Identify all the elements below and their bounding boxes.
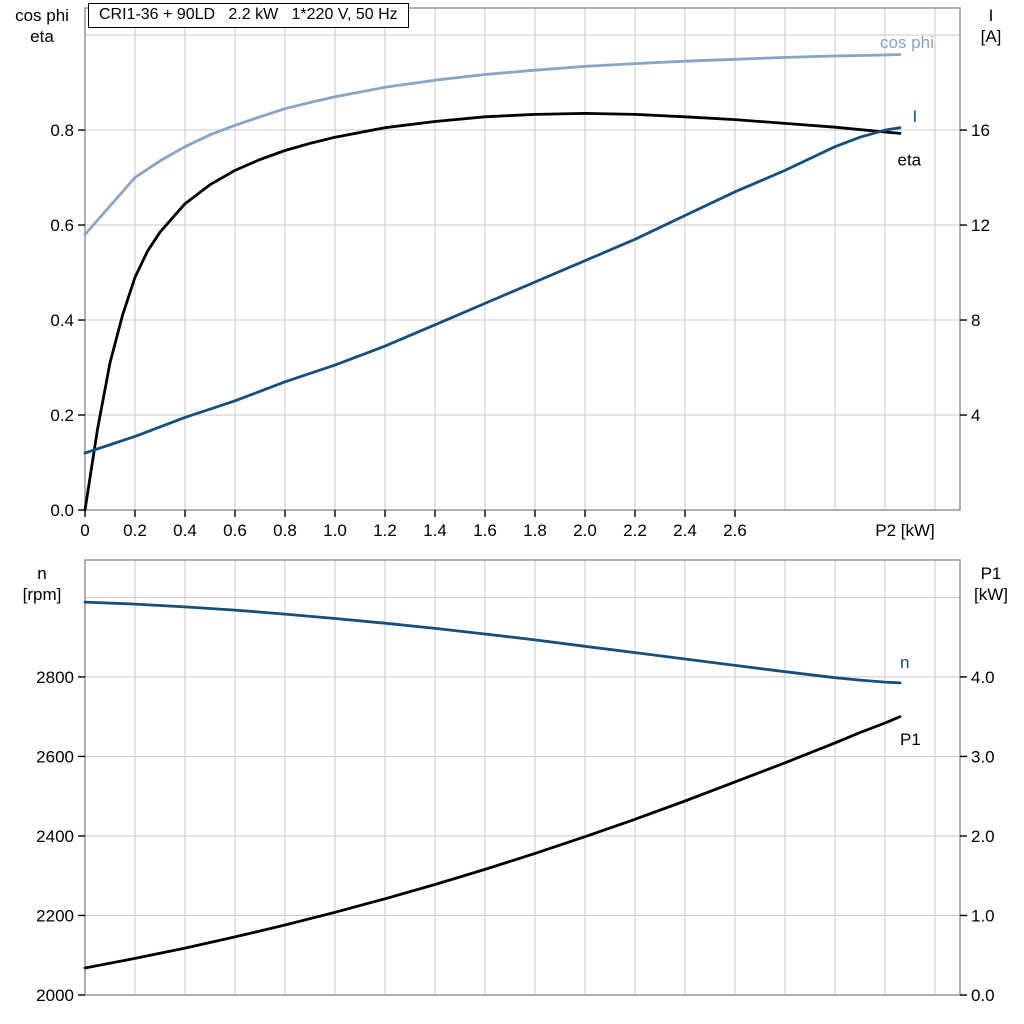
curve-label-I: I — [913, 107, 918, 126]
plot-frame — [84, 7, 961, 511]
left-tick-label: 0.2 — [50, 406, 74, 425]
right-tick-label: 2.0 — [971, 827, 995, 846]
x-tick-label: 1.4 — [423, 521, 447, 540]
left-tick-label: 2600 — [36, 747, 74, 766]
x-tick-label: 0 — [80, 521, 89, 540]
left-tick-label: 2200 — [36, 906, 74, 925]
left-tick-label: 0.6 — [50, 216, 74, 235]
curve-label-cos-phi: cos phi — [880, 33, 934, 52]
x-axis-unit-label: P2 [kW] — [875, 521, 935, 540]
curve-cos-phi — [83, 53, 902, 236]
left-tick-label: 2800 — [36, 668, 74, 687]
right-tick-label: 4 — [971, 406, 980, 425]
left-tick-label: 2400 — [36, 827, 74, 846]
curve-n — [83, 600, 902, 685]
x-tick-label: 0.8 — [273, 521, 297, 540]
x-tick-label: 2.4 — [673, 521, 697, 540]
left-tick-label: 2000 — [36, 986, 74, 1005]
plot-frame — [84, 559, 961, 996]
left-tick-label: 0.4 — [50, 311, 74, 330]
curve-label-P1: P1 — [900, 730, 921, 749]
right-tick-label: 4.0 — [971, 668, 995, 687]
right-tick-label: 12 — [971, 216, 990, 235]
right-tick-label: 16 — [971, 121, 990, 140]
x-tick-label: 0.2 — [123, 521, 147, 540]
x-tick-label: 1.8 — [523, 521, 547, 540]
x-tick-label: 1.2 — [373, 521, 397, 540]
right-tick-label: 3.0 — [971, 747, 995, 766]
right-tick-label: 0.0 — [971, 986, 995, 1005]
x-tick-label: 2.6 — [723, 521, 747, 540]
right-tick-label: 1.0 — [971, 906, 995, 925]
curve-I — [83, 126, 902, 455]
x-tick-label: 2.0 — [573, 521, 597, 540]
curve-label-n: n — [900, 653, 909, 672]
curve-P1 — [83, 715, 902, 970]
x-tick-label: 1.6 — [473, 521, 497, 540]
curve-eta — [83, 112, 902, 512]
x-tick-label: 1.0 — [323, 521, 347, 540]
right-tick-label: 8 — [971, 311, 980, 330]
left-tick-label: 0.0 — [50, 501, 74, 520]
curve-label-eta: eta — [898, 151, 922, 170]
x-tick-label: 2.2 — [623, 521, 647, 540]
left-tick-label: 0.8 — [50, 121, 74, 140]
x-tick-label: 0.6 — [223, 521, 247, 540]
x-tick-label: 0.4 — [173, 521, 197, 540]
